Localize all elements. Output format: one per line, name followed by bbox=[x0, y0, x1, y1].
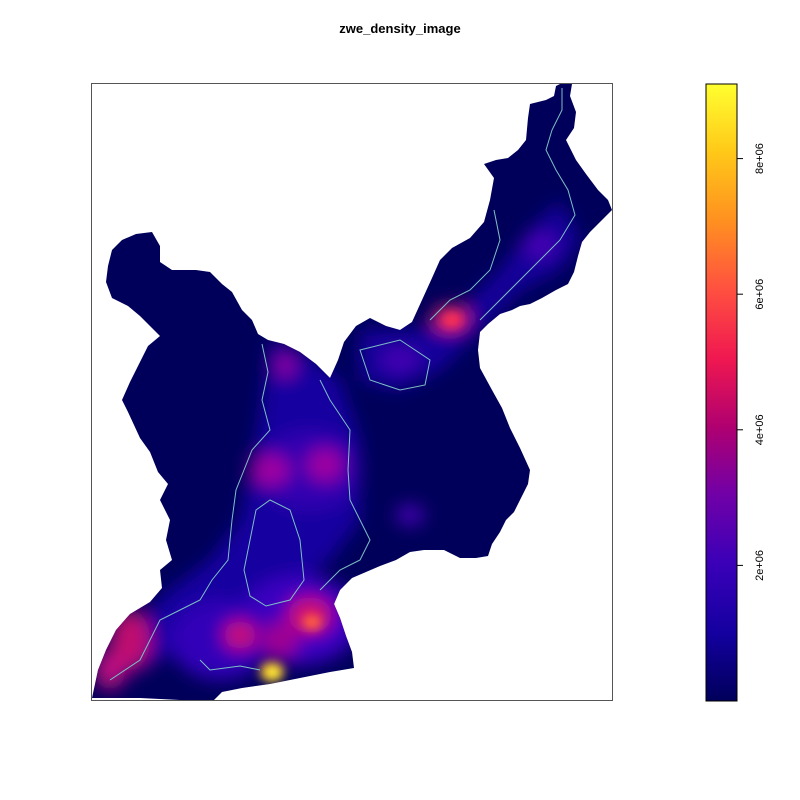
contour-line bbox=[479, 88, 576, 321]
legend-tick-label: 4e+06 bbox=[754, 414, 766, 445]
legend-colorbar bbox=[705, 83, 738, 702]
contour-line bbox=[109, 343, 271, 681]
plot-frame bbox=[91, 83, 613, 701]
contour-line bbox=[243, 499, 305, 607]
density-surface bbox=[92, 84, 612, 700]
density-blobs bbox=[95, 200, 580, 690]
contour-line bbox=[319, 379, 371, 591]
contour-line bbox=[359, 339, 431, 391]
contour-line bbox=[199, 659, 261, 671]
density-peaks bbox=[260, 313, 462, 682]
legend-axis: 2e+06 4e+06 6e+06 8e+06 bbox=[737, 143, 766, 581]
contour-lines bbox=[109, 88, 576, 681]
chart-title: zwe_density_image bbox=[339, 21, 461, 36]
legend-tick-label: 2e+06 bbox=[754, 550, 766, 581]
legend-tick-label: 6e+06 bbox=[754, 279, 766, 310]
legend-tick-label: 8e+06 bbox=[754, 143, 766, 174]
contour-line bbox=[429, 209, 501, 321]
